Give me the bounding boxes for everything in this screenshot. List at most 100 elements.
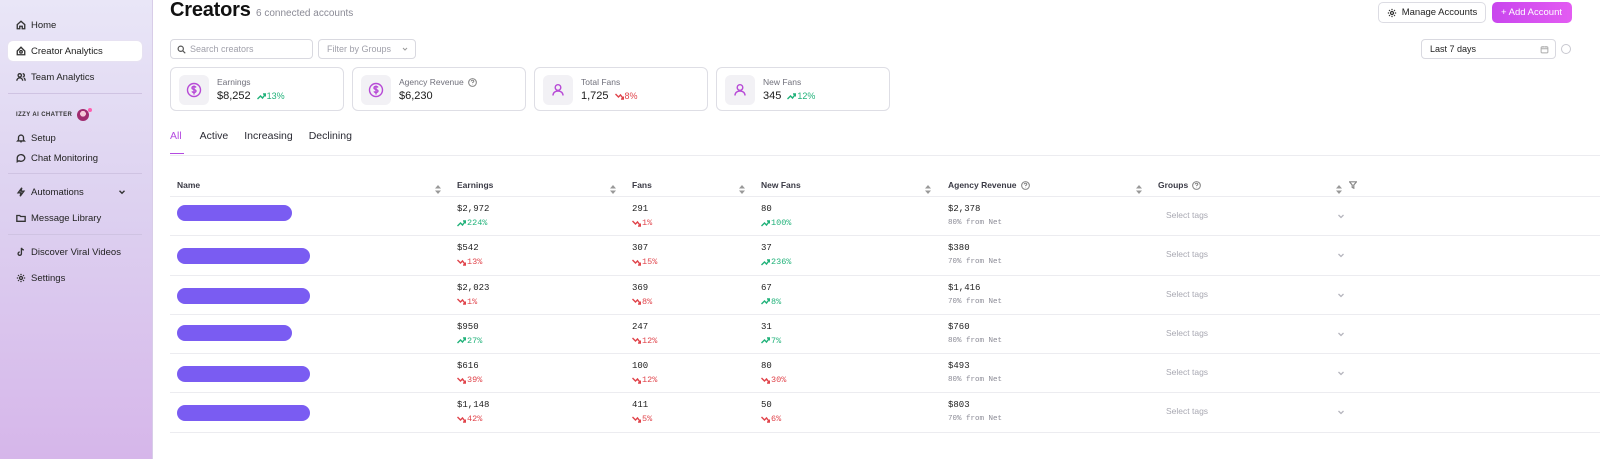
- stat-label: Agency Revenue: [399, 77, 477, 87]
- cell-change-text: 12%: [642, 375, 658, 386]
- chevron-down-icon[interactable]: [117, 187, 127, 197]
- sidebar-item-settings[interactable]: Settings: [8, 268, 142, 288]
- trend-down-icon: [614, 93, 624, 100]
- stat-change: 8%: [614, 91, 638, 101]
- redacted-creator-name[interactable]: [177, 248, 310, 265]
- sidebar-item-discover-viral-videos[interactable]: Discover Viral Videos: [8, 242, 142, 262]
- stat-change-text: 13%: [266, 91, 285, 101]
- trend-down-icon: [632, 337, 641, 345]
- folder-icon: [16, 214, 26, 222]
- stat-change: 13%: [256, 91, 285, 101]
- stat-label-text: Agency Revenue: [399, 77, 464, 87]
- stat-value: 1,725 8%: [581, 90, 638, 102]
- user-icon: [725, 75, 755, 105]
- table-cell: $1,416 70% from Net: [948, 283, 1002, 306]
- help-icon[interactable]: [467, 77, 477, 87]
- cell-change: 39%: [457, 375, 482, 385]
- add-account-button[interactable]: + Add Account: [1492, 2, 1572, 23]
- column-header-fans[interactable]: Fans: [632, 180, 652, 190]
- cell-change-text: 100%: [771, 218, 792, 228]
- tab-increasing[interactable]: Increasing: [244, 130, 293, 142]
- filter-by-groups-select[interactable]: Filter by Groups: [318, 39, 416, 59]
- chevron-down-icon[interactable]: [1337, 291, 1345, 299]
- redacted-creator-name[interactable]: [177, 366, 310, 383]
- refresh-icon[interactable]: [1561, 44, 1571, 54]
- chevron-down-icon[interactable]: [1337, 251, 1345, 259]
- chevron-down-icon[interactable]: [1337, 369, 1345, 377]
- stat-label: Total Fans: [581, 77, 621, 87]
- column-header-new-fans[interactable]: New Fans: [761, 180, 801, 190]
- table-row[interactable]: $616 39% 100 12% 80 30% $493 80% from Net Select…: [170, 354, 1600, 394]
- table-cell: 100 12%: [632, 361, 657, 385]
- sort-icon[interactable]: [925, 181, 931, 194]
- cell-change-text: 13%: [467, 257, 483, 268]
- sort-icon[interactable]: [435, 181, 441, 194]
- cell-note: 70% from Net: [948, 415, 1003, 424]
- cell-change-text: 42%: [467, 414, 483, 425]
- redacted-creator-name[interactable]: [177, 324, 292, 341]
- column-header-groups[interactable]: Groups: [1158, 180, 1202, 190]
- tags-select[interactable]: Select tags: [1166, 210, 1209, 220]
- sidebar-item-home[interactable]: Home: [8, 15, 142, 35]
- help-icon[interactable]: [1192, 180, 1202, 190]
- table-row[interactable]: $2,972 224% 291 1% 80 100% $2,378 80% from Net S…: [170, 197, 1600, 237]
- sidebar-item-team-analytics[interactable]: Team Analytics: [8, 67, 142, 87]
- trend-down-icon: [761, 377, 770, 384]
- stat-label: New Fans: [763, 77, 802, 87]
- cell-value: 80: [761, 361, 772, 372]
- creators-table: Name Earnings Fans New Fans Agency Reven…: [170, 173, 1600, 433]
- chevron-down-icon[interactable]: [1337, 408, 1345, 416]
- sort-icon[interactable]: [1336, 181, 1342, 194]
- cell-note: 70% from Net: [948, 297, 1003, 306]
- cell-value: $950: [457, 321, 479, 332]
- help-icon[interactable]: [1020, 180, 1030, 190]
- table-row[interactable]: $950 27% 247 12% 31 7% $760 80% from Net Select …: [170, 315, 1600, 355]
- sort-icon[interactable]: [610, 181, 616, 194]
- sidebar-item-setup[interactable]: Setup: [8, 128, 142, 148]
- tags-select[interactable]: Select tags: [1166, 327, 1209, 338]
- stat-value: $8,252 13%: [217, 90, 285, 102]
- tab-all[interactable]: All: [170, 126, 184, 154]
- redacted-creator-name[interactable]: [177, 287, 310, 304]
- column-header-agency-revenue[interactable]: Agency Revenue: [948, 180, 1030, 190]
- tags-select[interactable]: Select tags: [1166, 249, 1209, 260]
- sort-icon[interactable]: [1136, 181, 1142, 194]
- sidebar-item-creator-analytics[interactable]: Creator Analytics: [8, 41, 142, 61]
- sidebar-item-message-library[interactable]: Message Library: [8, 208, 142, 228]
- cell-change-text: 27%: [467, 335, 483, 346]
- tabs-divider: [170, 155, 1600, 156]
- table-row[interactable]: $2,023 1% 369 8% 67 8% $1,416 70% from Net Selec…: [170, 276, 1600, 315]
- stat-value-text: 345: [763, 90, 782, 102]
- user-icon: [543, 75, 573, 105]
- cell-value: 247: [632, 321, 649, 332]
- manage-accounts-button[interactable]: Manage Accounts: [1378, 2, 1486, 23]
- search-input[interactable]: [190, 44, 305, 54]
- cell-change: 12%: [632, 336, 657, 346]
- stat-value-text: $8,252: [217, 90, 251, 102]
- tags-select[interactable]: Select tags: [1166, 406, 1209, 417]
- date-range-picker[interactable]: Last 7 days: [1421, 39, 1556, 59]
- filter-icon[interactable]: [1349, 181, 1357, 189]
- tags-select[interactable]: Select tags: [1166, 288, 1209, 299]
- table-row[interactable]: $542 13% 307 15% 37 236% $380 70% from Net Selec…: [170, 236, 1600, 276]
- tags-select[interactable]: Select tags: [1166, 367, 1209, 378]
- tab-declining[interactable]: Declining: [308, 130, 352, 142]
- chevron-down-icon[interactable]: [1337, 330, 1345, 338]
- sidebar-item-label: Setup: [31, 132, 56, 144]
- column-header-name[interactable]: Name: [177, 180, 201, 190]
- chevron-down-icon[interactable]: [1337, 212, 1345, 220]
- sidebar-item-chat-monitoring[interactable]: Chat Monitoring: [8, 148, 142, 168]
- table-row[interactable]: $1,148 42% 411 5% 50 6% $803 70% from Net Select…: [170, 393, 1600, 433]
- sidebar-item-automations[interactable]: Automations: [8, 182, 142, 202]
- redacted-creator-name[interactable]: [177, 405, 310, 422]
- table-cell: 37 236%: [761, 243, 791, 267]
- cell-change: 8%: [761, 297, 781, 307]
- sort-icon[interactable]: [739, 181, 745, 194]
- column-header-earnings[interactable]: Earnings: [457, 180, 494, 190]
- cell-note: 80% from Net: [948, 376, 1003, 385]
- trend-up-icon: [761, 298, 770, 305]
- cell-change-text: 8%: [642, 296, 653, 307]
- redacted-creator-name[interactable]: [177, 205, 292, 221]
- search-field[interactable]: [170, 39, 313, 59]
- tab-active[interactable]: Active: [199, 130, 229, 142]
